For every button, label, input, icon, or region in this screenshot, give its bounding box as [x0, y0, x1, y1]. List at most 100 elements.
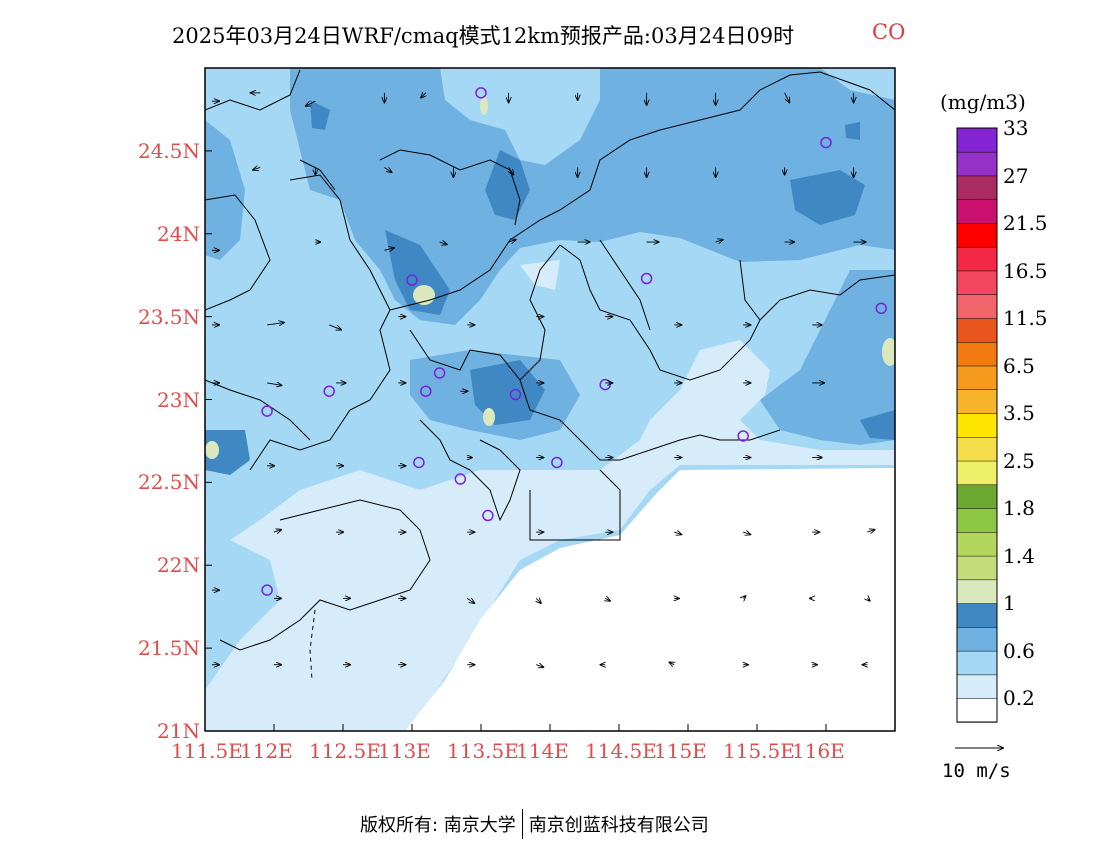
field-east-light [520, 260, 560, 290]
legend-swatch [956, 199, 998, 224]
field-level-0.2 [205, 340, 895, 731]
wind-vector [743, 596, 745, 598]
legend-swatch [956, 626, 998, 652]
legend-swatch [956, 674, 998, 699]
field-core-1 [485, 150, 530, 220]
wind-vector [384, 167, 391, 172]
footer-right: 南京创蓝科技有限公司 [528, 815, 709, 836]
station-marker [482, 509, 494, 522]
title-species: CO [872, 20, 906, 44]
station-marker [454, 473, 467, 485]
station-marker [420, 385, 432, 397]
wind-vector [784, 92, 790, 103]
legend-swatch [956, 436, 998, 462]
lon-tick-label: 113E [378, 739, 431, 763]
wind-vector [867, 530, 874, 532]
field-north-light [440, 68, 600, 165]
legend-swatch [956, 507, 998, 533]
field-hotspot-2 [483, 408, 495, 426]
legend-label: 0.2 [1003, 686, 1035, 711]
lon-tick-label: 112E [240, 739, 293, 763]
wind-vector [743, 532, 750, 534]
field-hotspot-5 [882, 338, 895, 366]
legend-label: 33 [1003, 116, 1029, 140]
field-north-west [205, 120, 245, 260]
wind-vector [273, 530, 281, 532]
legend-swatch [956, 365, 998, 391]
wind-vector [715, 240, 723, 242]
legend-swatch [956, 555, 998, 581]
wind-vector [605, 598, 610, 600]
lon-tick-label: 113.5E [447, 739, 519, 763]
field-hotspot-3 [480, 97, 488, 115]
field-east-medium [760, 270, 895, 445]
lon-tick-label: 116E [792, 739, 845, 763]
wind-vector [306, 100, 316, 106]
legend-swatch [956, 412, 998, 438]
lat-tick-label: 24.5N [137, 138, 200, 163]
wind-vector [509, 167, 514, 174]
wind-vector [384, 248, 394, 250]
legend-swatch [956, 460, 998, 486]
legend-swatch [956, 246, 998, 272]
legend-swatch [956, 222, 998, 248]
station-marker [261, 405, 273, 417]
station-marker [551, 456, 563, 469]
station-marker [323, 385, 335, 397]
field-core-4 [310, 100, 330, 130]
wind-vector [253, 167, 261, 169]
field-core-6 [205, 430, 250, 475]
legend-label: 2.5 [1003, 448, 1035, 473]
legend-label: 21.5 [1003, 211, 1048, 236]
lat-tick-label: 23N [157, 387, 200, 412]
wind-vector [421, 93, 426, 98]
station-marker [737, 430, 749, 442]
concentration-field [205, 68, 895, 731]
legend-label: 1.4 [1003, 543, 1035, 568]
lon-tick-label: 114E [516, 739, 569, 763]
lon-tick-label: 112.5E [309, 739, 381, 763]
lon-tick-label: 115.5E [723, 739, 795, 763]
admin-boundaries [205, 69, 895, 681]
wind-vector [674, 532, 681, 534]
lat-tick-label: 21.5N [137, 636, 200, 661]
legend-swatch [956, 697, 998, 723]
legend-swatch [956, 579, 998, 604]
wind-vector [508, 240, 516, 242]
legend-label: 0.6 [1003, 638, 1035, 663]
station-marker [875, 302, 887, 315]
wind-vector [669, 662, 674, 664]
wind-vector [329, 324, 341, 330]
lat-tick-label: 22.5N [137, 470, 200, 495]
legend-label: 1 [1003, 591, 1016, 616]
legend-colorbar [956, 127, 998, 723]
footer-credit: 版权所有: 南京大学 南京创蓝科技有限公司 [360, 809, 709, 841]
legend-label: 3.5 [1003, 401, 1035, 426]
station-marker [475, 87, 487, 99]
station-marker [261, 584, 273, 596]
legend-frame [956, 127, 998, 723]
wind-vector [536, 598, 541, 603]
wind-vector [439, 242, 447, 244]
lon-tick-label: 111.5E [171, 739, 243, 763]
legend-label: 11.5 [1003, 306, 1048, 331]
wind-vector [867, 598, 869, 600]
wind-vector [267, 323, 284, 325]
legend-swatch [956, 389, 998, 414]
wind-vector [267, 383, 281, 385]
wind-vector [536, 665, 543, 667]
field-level-0 [405, 468, 895, 731]
legend-swatch [956, 341, 998, 367]
legend-swatch [956, 175, 998, 200]
lat-tick-label: 21N [157, 719, 200, 743]
legend-units: (mg/m3) [940, 90, 1026, 114]
legend-swatch [956, 531, 998, 557]
legend-swatch [956, 317, 998, 343]
legend-swatch [956, 484, 998, 509]
wind-vectors [211, 92, 875, 667]
station-marker [433, 367, 446, 379]
legend-label: 27 [1003, 163, 1029, 188]
station-marker [509, 388, 522, 401]
lat-tick-label: 24N [157, 221, 200, 246]
